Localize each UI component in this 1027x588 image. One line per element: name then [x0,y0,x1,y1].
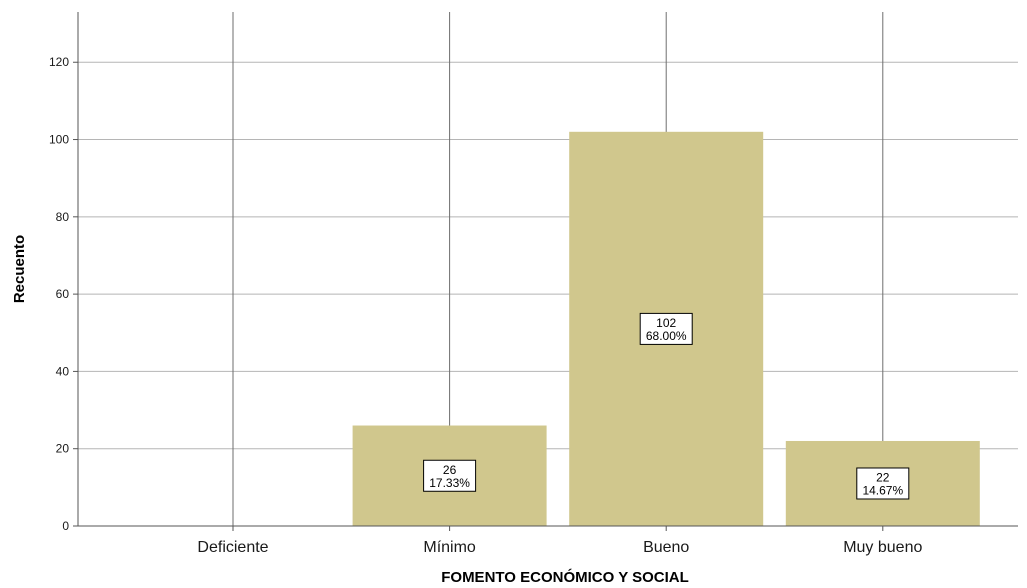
data-label-count: 26 [443,463,457,477]
data-label-count: 102 [656,316,676,330]
y-tick-label: 40 [56,364,70,378]
y-tick-label: 0 [62,519,69,533]
y-tick-label: 100 [49,133,69,147]
axes [73,12,1018,531]
data-label-percent: 17.33% [429,476,470,490]
grid-lines [78,61,1018,450]
data-label-percent: 68.00% [646,329,687,343]
y-tick-labels: 0 20 40 60 80 100 120 [49,55,69,533]
data-label-percent: 14.67% [862,483,903,497]
x-tick-label: Bueno [643,539,689,556]
y-axis-title: Recuento [11,235,28,303]
data-label-box [856,467,910,500]
x-tick-label: Mínimo [423,539,476,556]
y-tick-label: 20 [56,442,70,456]
x-tick-labels: Deficiente Mínimo Bueno Muy bueno [197,539,922,556]
x-axis-title: FOMENTO ECONÓMICO Y SOCIAL [441,568,689,586]
y-tick-label: 120 [49,55,69,69]
y-tick-label: 80 [56,210,70,224]
x-tick-label: Deficiente [197,539,268,556]
data-label-box [423,459,477,492]
data-label-count: 22 [876,470,890,484]
y-tick-label: 60 [56,287,70,301]
x-tick-label: Muy bueno [843,539,922,556]
data-label-box [639,312,693,345]
